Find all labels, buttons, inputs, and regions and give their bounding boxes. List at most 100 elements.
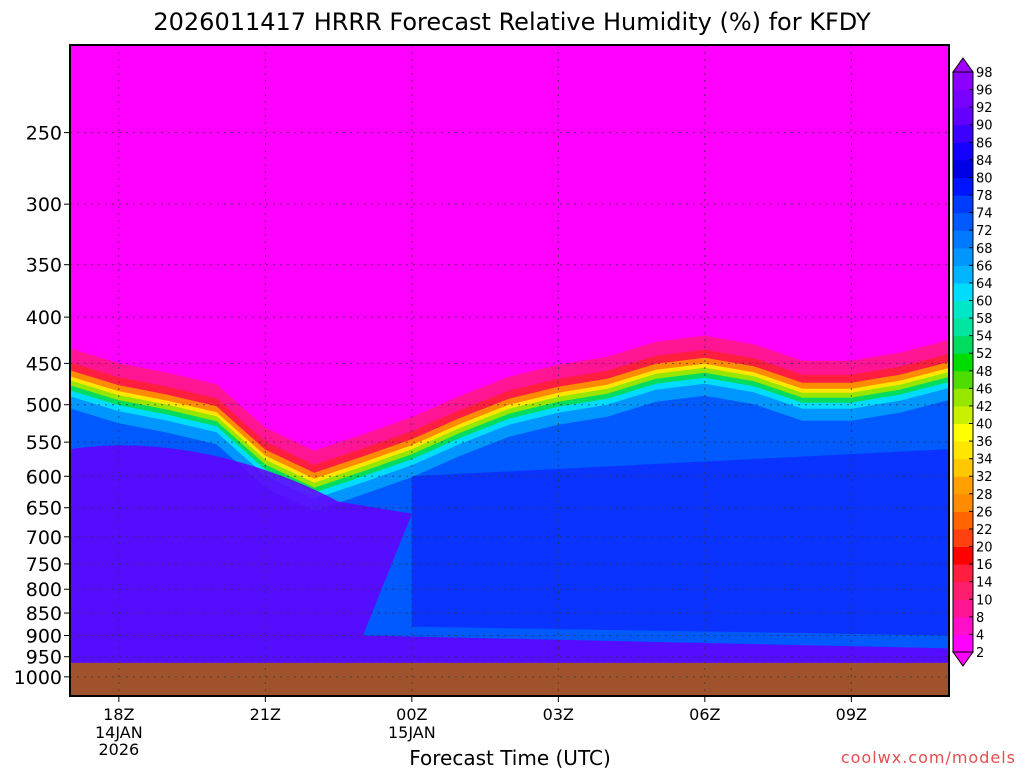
colorbar-swatch — [953, 370, 973, 389]
y-tick-label: 650 — [26, 498, 62, 520]
colorbar-label: 74 — [976, 207, 993, 222]
colorbar-swatch — [953, 353, 973, 372]
colorbar-swatch — [953, 318, 973, 337]
plot-frame — [69, 44, 950, 697]
colorbar-label: 4 — [976, 628, 984, 643]
y-tick-label: 450 — [26, 353, 62, 375]
colorbar-label: 96 — [976, 84, 993, 99]
colorbar-swatch — [953, 599, 973, 618]
x-tick-sublabel: 2026 — [98, 740, 139, 759]
colorbar-swatch — [953, 89, 973, 108]
colorbar-swatch — [953, 300, 973, 319]
colorbar-swatch — [953, 107, 973, 126]
colorbar-label: 92 — [976, 101, 993, 116]
colorbar-label: 60 — [976, 294, 993, 309]
colorbar-swatch — [953, 564, 973, 583]
colorbar-swatch — [953, 458, 973, 477]
colorbar-swatch — [953, 546, 973, 565]
y-tick-label: 400 — [26, 307, 62, 329]
colorbar-low-arrow — [952, 651, 974, 667]
chart-title: 2026011417 HRRR Forecast Relative Humidi… — [153, 8, 871, 36]
colorbar-label: 42 — [976, 400, 993, 415]
colorbar-swatch — [953, 159, 973, 178]
colorbar-label: 86 — [976, 136, 993, 151]
colorbar-swatch — [953, 212, 973, 231]
colorbar-label: 58 — [976, 312, 993, 327]
colorbar-swatch — [953, 142, 973, 161]
colorbar-label: 36 — [976, 435, 993, 450]
y-tick-label: 1000 — [14, 667, 62, 689]
colorbar-label: 16 — [976, 558, 993, 573]
colorbar-swatch — [953, 528, 973, 548]
y-tick-label: 500 — [26, 395, 62, 417]
x-tick-label: 06Z — [689, 705, 720, 724]
x-tick-label: 00Z — [396, 705, 427, 724]
colorbar-label: 52 — [976, 347, 993, 362]
colorbar-label: 34 — [976, 453, 993, 468]
y-tick-label: 700 — [26, 527, 62, 549]
x-tick-label: 03Z — [543, 705, 574, 724]
colorbar-label: 72 — [976, 224, 993, 239]
colorbar-swatch — [953, 124, 973, 143]
colorbar-high-arrow — [952, 57, 974, 73]
colorbar-label: 90 — [976, 119, 993, 134]
colorbar-label: 28 — [976, 488, 993, 503]
colorbar-label: 66 — [976, 259, 993, 274]
colorbar-label: 2 — [976, 646, 984, 661]
colorbar-label: 84 — [976, 154, 993, 169]
moist-core-region — [70, 445, 949, 696]
y-tick-label: 550 — [26, 432, 62, 454]
colorbar-frame — [952, 71, 974, 653]
colorbar-swatch — [953, 230, 973, 249]
colorbar-swatch — [953, 511, 973, 530]
colorbar-label: 54 — [976, 330, 993, 345]
colorbar-label: 78 — [976, 189, 993, 204]
x-tick-label: 09Z — [836, 705, 867, 724]
colorbar-label: 14 — [976, 576, 993, 591]
colorbar-label: 40 — [976, 418, 993, 433]
colorbar-label: 22 — [976, 523, 993, 538]
y-tick-label: 750 — [26, 554, 62, 576]
colorbar-label: 8 — [976, 611, 984, 626]
colorbar-swatch — [953, 177, 973, 196]
plot-area — [70, 45, 949, 696]
colorbar-swatch — [953, 282, 973, 301]
colorbar-label: 46 — [976, 382, 993, 397]
x-axis-label: Forecast Time (UTC) — [409, 746, 611, 768]
colorbar-swatch — [953, 72, 973, 91]
x-tick-sublabel: 14JAN — [95, 723, 143, 742]
colorbar-swatch — [953, 265, 973, 284]
y-tick-label: 850 — [26, 603, 62, 625]
y-axis: 2503003504004505005506006507007508008509… — [14, 123, 70, 689]
y-tick-label: 600 — [26, 466, 62, 488]
x-tick-label: 21Z — [250, 705, 281, 724]
y-tick-label: 900 — [26, 625, 62, 647]
colorbar-label: 20 — [976, 541, 993, 556]
colorbar-swatch — [953, 405, 973, 425]
credit-text: coolwx.com/models — [841, 748, 1016, 767]
colorbar-swatch — [953, 388, 973, 407]
colorbar-label: 64 — [976, 277, 993, 292]
colorbar-label: 32 — [976, 470, 993, 485]
x-tick-sublabel: 15JAN — [388, 723, 436, 742]
colorbar-label: 98 — [976, 66, 993, 81]
y-tick-label: 300 — [26, 194, 62, 216]
colorbar-legend: 2481014162022262832343640424648525458606… — [952, 57, 993, 667]
colorbar-label: 48 — [976, 365, 993, 380]
colorbar-swatch — [953, 634, 973, 653]
colorbar-swatch — [953, 581, 973, 600]
colorbar-swatch — [953, 195, 973, 214]
y-tick-label: 800 — [26, 579, 62, 601]
y-tick-label: 950 — [26, 647, 62, 669]
colorbar-label: 68 — [976, 242, 993, 257]
x-tick-label: 18Z — [103, 705, 134, 724]
colorbar-label: 10 — [976, 593, 993, 608]
colorbar-swatch — [953, 616, 973, 635]
ground-below-surface — [70, 662, 949, 696]
y-tick-label: 350 — [26, 255, 62, 277]
colorbar-swatch — [953, 247, 973, 266]
colorbar-swatch — [953, 476, 973, 495]
colorbar-label: 80 — [976, 171, 993, 186]
